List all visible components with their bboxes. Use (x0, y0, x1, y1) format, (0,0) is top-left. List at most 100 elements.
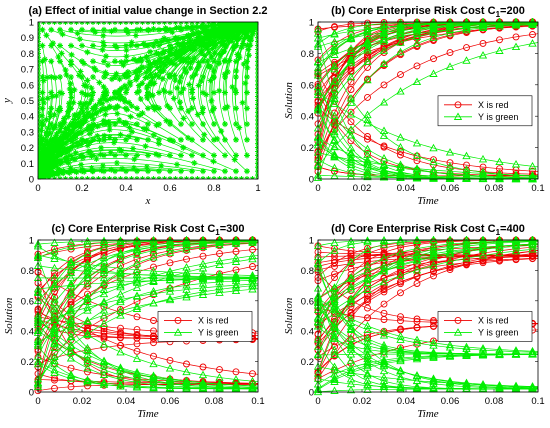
trajectory-marker (228, 38, 235, 45)
trajectory-marker (145, 42, 151, 49)
trajectory-marker (211, 26, 217, 33)
data-marker (346, 55, 356, 63)
trajectory-marker (143, 53, 150, 60)
trajectory-marker (208, 53, 215, 60)
data-marker (66, 242, 76, 251)
trajectory-marker (249, 27, 256, 34)
trajectory-marker (103, 106, 109, 113)
data-marker (182, 273, 191, 282)
trajectory-marker (97, 107, 104, 114)
trajectory-marker (39, 122, 46, 129)
trajectory-marker (175, 35, 182, 42)
data-marker (330, 46, 339, 55)
trajectory-marker (107, 95, 114, 102)
trajectory-marker (59, 31, 66, 38)
trajectory-marker (57, 26, 63, 33)
trajectory-marker (222, 44, 229, 51)
trajectory-marker (62, 154, 69, 161)
trajectory-marker (47, 113, 54, 120)
trajectory-marker (79, 101, 86, 108)
trajectory-marker (156, 26, 162, 33)
trajectory-marker (156, 152, 162, 159)
y-tick-label: 1 (309, 18, 314, 29)
trajectory-marker (80, 109, 86, 116)
trajectory-marker (63, 135, 70, 142)
trajectory-marker (150, 132, 157, 139)
trajectory-marker (160, 87, 167, 93)
data-marker (379, 165, 389, 173)
trajectory-marker (76, 110, 83, 117)
y-tick-label: 0.4 (301, 112, 314, 123)
trajectory-marker (99, 100, 106, 107)
trajectory-marker (220, 38, 227, 45)
trajectory-marker (43, 157, 50, 163)
trajectory-marker (123, 74, 129, 80)
data-marker (363, 118, 372, 127)
data-marker (511, 174, 521, 183)
trajectory-marker (180, 35, 187, 42)
data-marker (116, 297, 125, 306)
y-tick-label: 0 (29, 388, 34, 399)
trajectory-marker (189, 121, 195, 128)
trajectory-marker (123, 136, 129, 143)
data-marker (379, 46, 389, 54)
data-marker (149, 286, 158, 295)
trajectory-marker (178, 152, 184, 159)
data-marker (412, 39, 422, 47)
data-marker (429, 69, 438, 77)
x-tick-label: 0.6 (163, 183, 176, 194)
data-marker (412, 170, 422, 178)
trajectory-marker (41, 56, 48, 63)
trajectory-marker (59, 141, 66, 148)
trajectory-marker (88, 153, 95, 160)
trajectory-marker (244, 42, 250, 49)
trajectory-line (45, 97, 160, 161)
trajectory-marker (211, 33, 218, 40)
trajectory-marker (107, 149, 114, 156)
trajectory-marker (189, 136, 195, 143)
trajectory-marker (226, 57, 233, 64)
trajectory-marker (198, 78, 205, 84)
trajectory-marker (150, 43, 157, 50)
data-marker (117, 333, 124, 341)
trajectory-marker (41, 161, 48, 168)
trajectory-marker (60, 118, 67, 125)
trajectory-marker (149, 103, 156, 110)
trajectory-marker (203, 42, 210, 49)
data-marker (396, 31, 405, 39)
data-marker (50, 246, 59, 255)
data-marker (346, 143, 356, 152)
trajectory-marker (167, 136, 173, 143)
data-marker (83, 236, 92, 245)
data-marker (150, 263, 157, 271)
data-marker (330, 163, 339, 171)
trajectory-marker (145, 152, 151, 159)
trajectory-marker (98, 144, 105, 151)
trajectory-marker (134, 136, 140, 143)
panel-title-main: (b) Core Enterprise Risk Cost C (331, 5, 495, 17)
trajectory-marker (161, 35, 168, 42)
data-marker (346, 33, 356, 42)
trajectory-marker (112, 58, 118, 65)
trajectory-marker (72, 149, 79, 156)
trajectory-marker (233, 58, 239, 65)
data-marker (379, 37, 389, 45)
trajectory-marker (143, 69, 150, 76)
trajectory-marker (68, 94, 75, 101)
trajectory-marker (248, 34, 255, 40)
trajectory-marker (233, 36, 240, 43)
trajectory-marker (147, 48, 154, 55)
trajectory-marker (145, 58, 151, 65)
trajectory-marker (222, 121, 228, 128)
trajectory-marker (231, 156, 238, 163)
trajectory-marker (222, 152, 228, 159)
trajectory-marker (57, 42, 63, 49)
trajectory-marker (181, 66, 188, 72)
panel-a: (a) Effect of initial value change in Se… (1, 5, 268, 207)
trajectory-marker (134, 58, 140, 65)
trajectory-marker (123, 53, 130, 60)
trajectory-marker (196, 63, 203, 70)
data-marker (429, 157, 438, 166)
trajectory-marker (93, 110, 100, 117)
trajectory-marker (245, 22, 252, 28)
